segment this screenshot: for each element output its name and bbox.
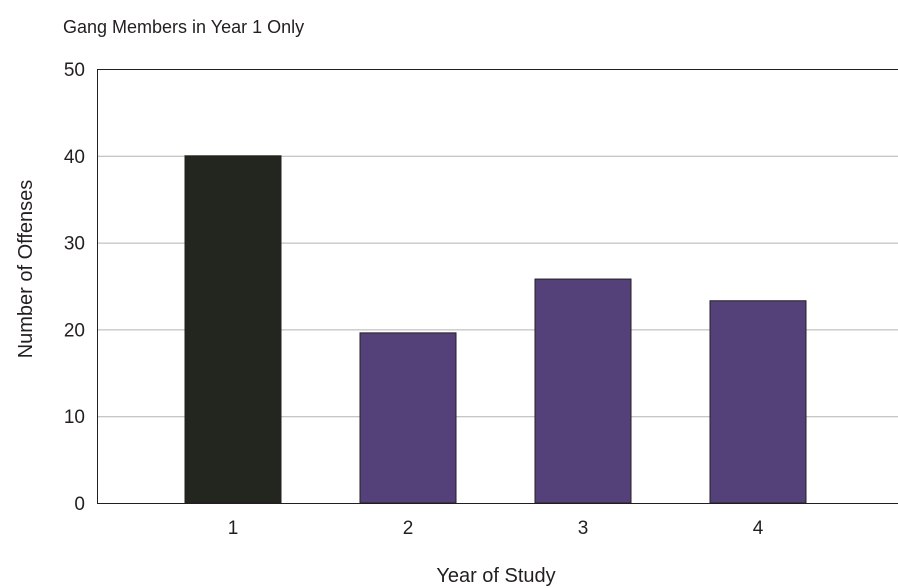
x-tick-label-2: 2	[403, 518, 414, 539]
chart-title: Gang Members in Year 1 Only	[63, 17, 304, 37]
x-tick-label-4: 4	[753, 518, 764, 539]
y-tick-label-40: 40	[64, 147, 85, 168]
x-tick-label-1: 1	[228, 518, 239, 539]
y-tick-label-30: 30	[64, 234, 85, 255]
x-tick-label-3: 3	[578, 518, 589, 539]
y-tick-label-0: 0	[74, 494, 85, 515]
bar-year-3	[534, 278, 632, 504]
bar-year-4	[709, 300, 807, 504]
bar-year-1	[184, 155, 282, 504]
y-axis-label: Number of Offenses	[15, 180, 37, 359]
y-tick-label-20: 20	[64, 320, 85, 341]
bar-year-2	[359, 332, 457, 504]
x-axis-label: Year of Study	[436, 565, 555, 587]
x-tick-labels: 1 2 3 4	[228, 518, 764, 539]
y-tick-labels: 0 10 20 30 40 50	[64, 60, 85, 515]
y-tick-label-50: 50	[64, 60, 85, 81]
y-tick-label-10: 10	[64, 407, 85, 428]
bars	[184, 155, 807, 504]
